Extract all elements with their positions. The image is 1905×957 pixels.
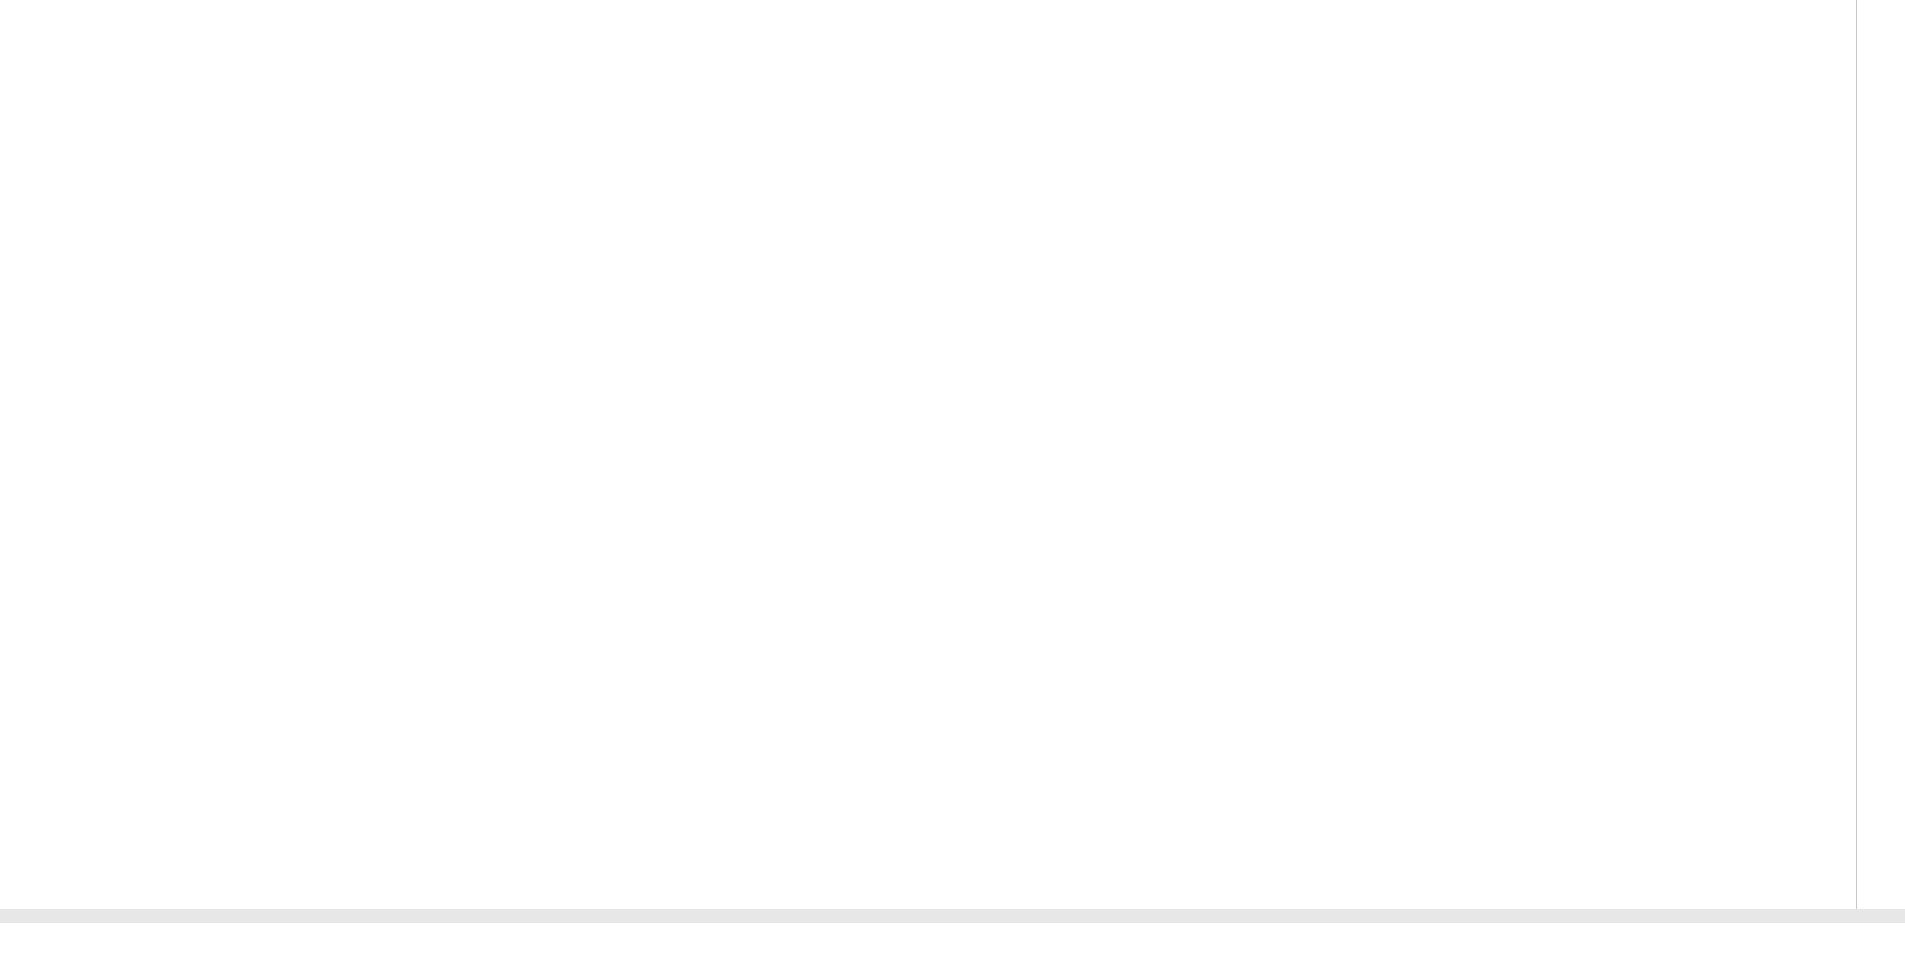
time-axis[interactable] [0,923,1905,957]
status-bar [0,909,1905,923]
legend-ema200[interactable] [64,5,70,19]
legend-ema20[interactable] [48,5,54,19]
main-chart-header [10,5,70,19]
price-scale[interactable] [1856,0,1905,909]
